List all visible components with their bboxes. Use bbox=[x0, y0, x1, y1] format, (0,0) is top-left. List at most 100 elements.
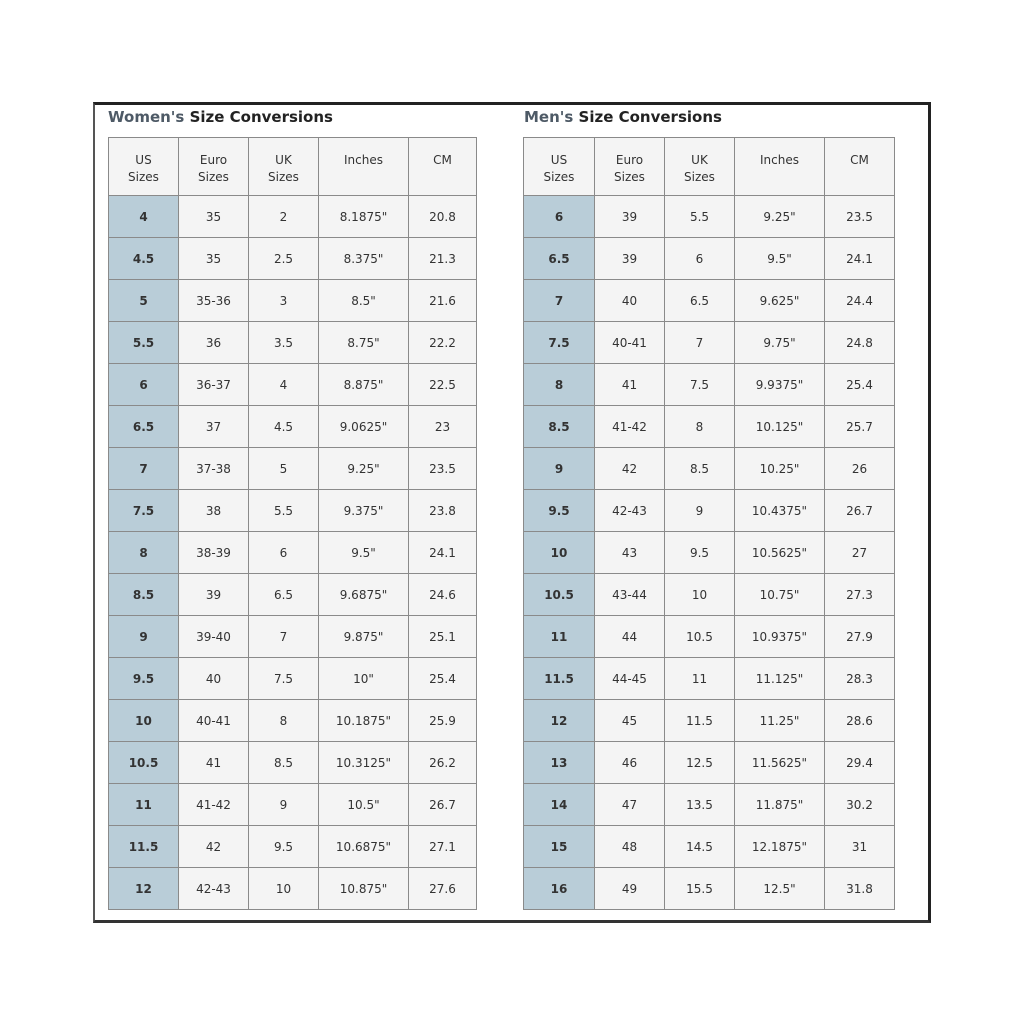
table-row: 7.5 40-41 7 9.75" 24.8 bbox=[523, 321, 895, 364]
column-header: US Sizes bbox=[108, 137, 179, 196]
table-cell: 9.25" bbox=[734, 195, 825, 238]
table-cell: 24.1 bbox=[824, 237, 895, 280]
table-cell: 20.8 bbox=[408, 195, 477, 238]
table-cell: 2.5 bbox=[248, 237, 319, 280]
table-row: 4 35 2 8.1875" 20.8 bbox=[108, 195, 477, 238]
table-cell: 37-38 bbox=[178, 447, 249, 490]
women-title-rest: Size Conversions bbox=[189, 108, 333, 126]
table-row: 6.5 39 6 9.5" 24.1 bbox=[523, 237, 895, 280]
table-cell: 7.5 bbox=[664, 363, 735, 406]
us-size-cell: 6.5 bbox=[523, 237, 595, 280]
table-row: 16 49 15.5 12.5" 31.8 bbox=[523, 867, 895, 910]
table-cell: 10.9375" bbox=[734, 615, 825, 658]
table-row: 10 40-41 8 10.1875" 25.9 bbox=[108, 699, 477, 742]
table-cell: 43-44 bbox=[594, 573, 665, 616]
us-size-cell: 6 bbox=[523, 195, 595, 238]
table-cell: 10.5625" bbox=[734, 531, 825, 574]
table-cell: 42-43 bbox=[594, 489, 665, 532]
table-cell: 6.5 bbox=[664, 279, 735, 322]
table-cell: 6.5 bbox=[248, 573, 319, 616]
us-size-cell: 11.5 bbox=[523, 657, 595, 700]
table-cell: 49 bbox=[594, 867, 665, 910]
table-cell: 13.5 bbox=[664, 783, 735, 826]
table-cell: 10.25" bbox=[734, 447, 825, 490]
table-cell: 31.8 bbox=[824, 867, 895, 910]
table-cell: 42 bbox=[594, 447, 665, 490]
table-cell: 27.9 bbox=[824, 615, 895, 658]
table-cell: 25.4 bbox=[824, 363, 895, 406]
table-cell: 30.2 bbox=[824, 783, 895, 826]
table-row: 9.5 42-43 9 10.4375" 26.7 bbox=[523, 489, 895, 532]
table-cell: 12.5" bbox=[734, 867, 825, 910]
table-cell: 25.9 bbox=[408, 699, 477, 742]
table-cell: 8.5 bbox=[248, 741, 319, 784]
table-cell: 27.1 bbox=[408, 825, 477, 868]
men-title-rest: Size Conversions bbox=[578, 108, 722, 126]
table-cell: 29.4 bbox=[824, 741, 895, 784]
table-row: 9.5 40 7.5 10" 25.4 bbox=[108, 657, 477, 700]
table-cell: 24.1 bbox=[408, 531, 477, 574]
table-cell: 12.1875" bbox=[734, 825, 825, 868]
table-row: 11.5 44-45 11 11.125" 28.3 bbox=[523, 657, 895, 700]
table-row: 7 37-38 5 9.25" 23.5 bbox=[108, 447, 477, 490]
table-cell: 9 bbox=[664, 489, 735, 532]
table-cell: 11.875" bbox=[734, 783, 825, 826]
us-size-cell: 9.5 bbox=[523, 489, 595, 532]
table-row: 10 43 9.5 10.5625" 27 bbox=[523, 531, 895, 574]
table-cell: 5.5 bbox=[664, 195, 735, 238]
table-cell: 39 bbox=[178, 573, 249, 616]
table-cell: 22.5 bbox=[408, 363, 477, 406]
table-cell: 9.875" bbox=[318, 615, 409, 658]
table-cell: 40-41 bbox=[594, 321, 665, 364]
table-cell: 35 bbox=[178, 237, 249, 280]
table-cell: 35 bbox=[178, 195, 249, 238]
table-cell: 40 bbox=[594, 279, 665, 322]
table-cell: 35-36 bbox=[178, 279, 249, 322]
us-size-cell: 4.5 bbox=[108, 237, 179, 280]
us-size-cell: 11.5 bbox=[108, 825, 179, 868]
table-row: 11.5 42 9.5 10.6875" 27.1 bbox=[108, 825, 477, 868]
table-row: 8 41 7.5 9.9375" 25.4 bbox=[523, 363, 895, 406]
table-cell: 8.75" bbox=[318, 321, 409, 364]
table-row: 9 39-40 7 9.875" 25.1 bbox=[108, 615, 477, 658]
table-cell: 10 bbox=[664, 573, 735, 616]
table-row: 8.5 39 6.5 9.6875" 24.6 bbox=[108, 573, 477, 616]
table-row: 6 39 5.5 9.25" 23.5 bbox=[523, 195, 895, 238]
table-cell: 25.7 bbox=[824, 405, 895, 448]
us-size-cell: 5 bbox=[108, 279, 179, 322]
table-cell: 10.125" bbox=[734, 405, 825, 448]
column-header: CM bbox=[824, 137, 895, 196]
table-row: 5.5 36 3.5 8.75" 22.2 bbox=[108, 321, 477, 364]
us-size-cell: 8.5 bbox=[108, 573, 179, 616]
table-cell: 39-40 bbox=[178, 615, 249, 658]
us-size-cell: 10.5 bbox=[108, 741, 179, 784]
table-cell: 21.3 bbox=[408, 237, 477, 280]
table-cell: 5.5 bbox=[248, 489, 319, 532]
table-cell: 26.7 bbox=[824, 489, 895, 532]
us-size-cell: 12 bbox=[108, 867, 179, 910]
us-size-cell: 8 bbox=[108, 531, 179, 574]
table-cell: 47 bbox=[594, 783, 665, 826]
women-title: Women's Size Conversions bbox=[108, 108, 333, 126]
column-header: UK Sizes bbox=[248, 137, 319, 196]
table-cell: 8.375" bbox=[318, 237, 409, 280]
us-size-cell: 10 bbox=[523, 531, 595, 574]
table-cell: 31 bbox=[824, 825, 895, 868]
us-size-cell: 11 bbox=[523, 615, 595, 658]
table-cell: 26.2 bbox=[408, 741, 477, 784]
table-cell: 37 bbox=[178, 405, 249, 448]
us-size-cell: 10.5 bbox=[523, 573, 595, 616]
table-row: 8 38-39 6 9.5" 24.1 bbox=[108, 531, 477, 574]
table-row: 11 41-42 9 10.5" 26.7 bbox=[108, 783, 477, 826]
us-size-cell: 7.5 bbox=[108, 489, 179, 532]
table-cell: 9 bbox=[248, 783, 319, 826]
table-cell: 48 bbox=[594, 825, 665, 868]
table-cell: 42-43 bbox=[178, 867, 249, 910]
table-row: 7 40 6.5 9.625" 24.4 bbox=[523, 279, 895, 322]
table-cell: 12.5 bbox=[664, 741, 735, 784]
table-cell: 25.1 bbox=[408, 615, 477, 658]
us-size-cell: 9 bbox=[108, 615, 179, 658]
table-cell: 11 bbox=[664, 657, 735, 700]
table-row: 9 42 8.5 10.25" 26 bbox=[523, 447, 895, 490]
table-cell: 14.5 bbox=[664, 825, 735, 868]
